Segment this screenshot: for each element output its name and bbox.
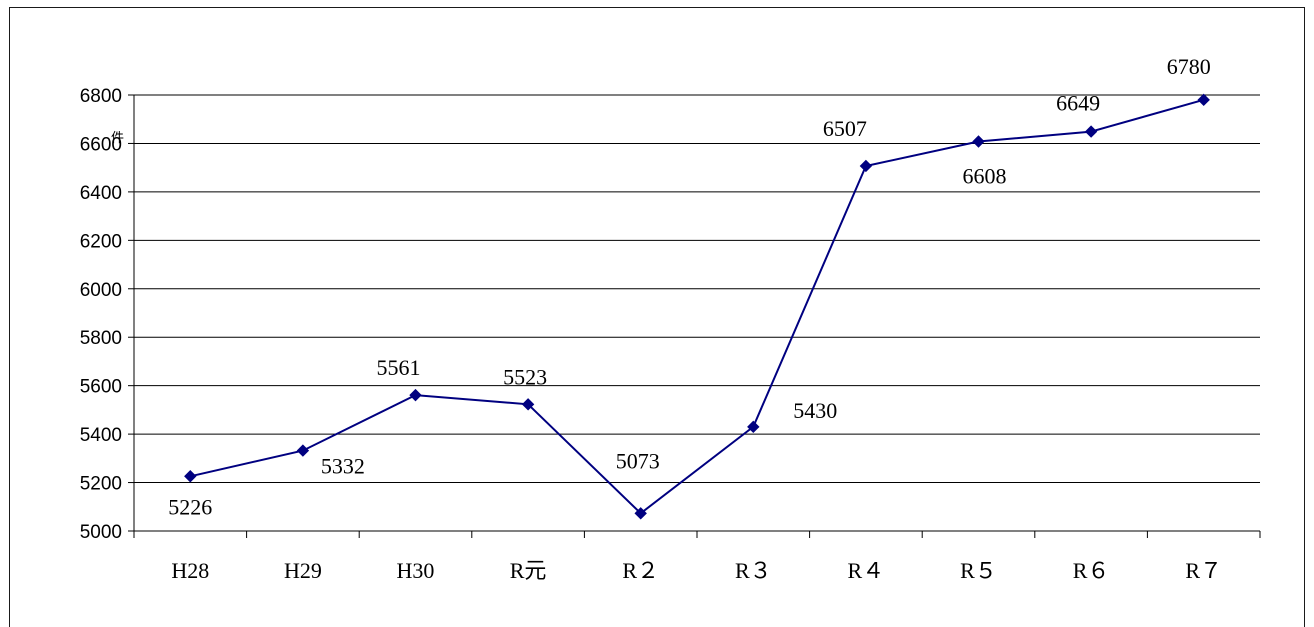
y-tick-label: 6600 — [80, 134, 122, 155]
x-tick-label: R６ — [1073, 558, 1110, 583]
data-point-marker — [409, 388, 422, 402]
data-labels: 5226 5332 5561 5523 5073 5430 6507 6608 6649 6780 — [168, 54, 1210, 519]
series-line — [190, 98, 1204, 515]
data-point-marker — [184, 470, 197, 483]
chart-frame — [9, 7, 1305, 627]
axes — [128, 94, 1261, 538]
y-tick-label: 6400 — [80, 183, 122, 204]
data-point-marker — [1197, 93, 1210, 107]
y-axis-unit-label: 件 — [111, 131, 124, 146]
x-tick-label: R５ — [960, 558, 997, 583]
x-tick-label: R元 — [510, 558, 547, 583]
data-label: 5073 — [616, 448, 660, 473]
x-tick-label: H30 — [397, 558, 435, 583]
x-tick-label: R４ — [848, 558, 885, 583]
x-tick-label: R３ — [735, 558, 772, 583]
y-tick-label: 6000 — [80, 280, 122, 301]
data-label: 5226 — [168, 494, 212, 519]
y-tick-label: 6800 — [80, 86, 122, 107]
x-tick-label: R７ — [1185, 558, 1222, 583]
data-point-marker — [747, 420, 760, 434]
x-tick-labels: H28 H29 H30 R元 R２ R３ R４ R５ R６ R７ — [171, 558, 1222, 583]
x-tick-label: H29 — [284, 558, 322, 583]
data-point-marker — [296, 444, 310, 457]
data-label: 6649 — [1056, 91, 1100, 116]
data-label: 5523 — [503, 364, 547, 389]
x-tick-label: H28 — [171, 558, 209, 583]
y-tick-label: 5600 — [80, 377, 122, 398]
data-label: 5430 — [793, 398, 837, 423]
x-tick-label: R２ — [622, 558, 659, 583]
data-label: 6507 — [823, 116, 867, 141]
data-point-marker — [1084, 125, 1098, 138]
y-tick-label: 5800 — [80, 328, 122, 349]
data-label: 6608 — [963, 164, 1007, 189]
data-point-marker — [634, 507, 647, 520]
data-point-marker — [521, 398, 535, 411]
data-point-marker — [972, 135, 985, 148]
y-tick-label: 5400 — [80, 425, 122, 446]
y-tick-label: 5200 — [80, 474, 122, 495]
gridlines — [134, 94, 1260, 484]
y-tick-label: 6200 — [80, 231, 122, 252]
y-tick-labels: 5000 5200 5400 5600 5800 6000 6200 6400 6600 6800 — [80, 86, 122, 543]
data-label: 5332 — [321, 454, 365, 479]
data-label: 6780 — [1167, 54, 1211, 79]
data-label: 5561 — [377, 355, 421, 380]
series — [184, 93, 1210, 520]
data-point-marker — [859, 159, 873, 173]
y-tick-label: 5000 — [80, 522, 122, 543]
